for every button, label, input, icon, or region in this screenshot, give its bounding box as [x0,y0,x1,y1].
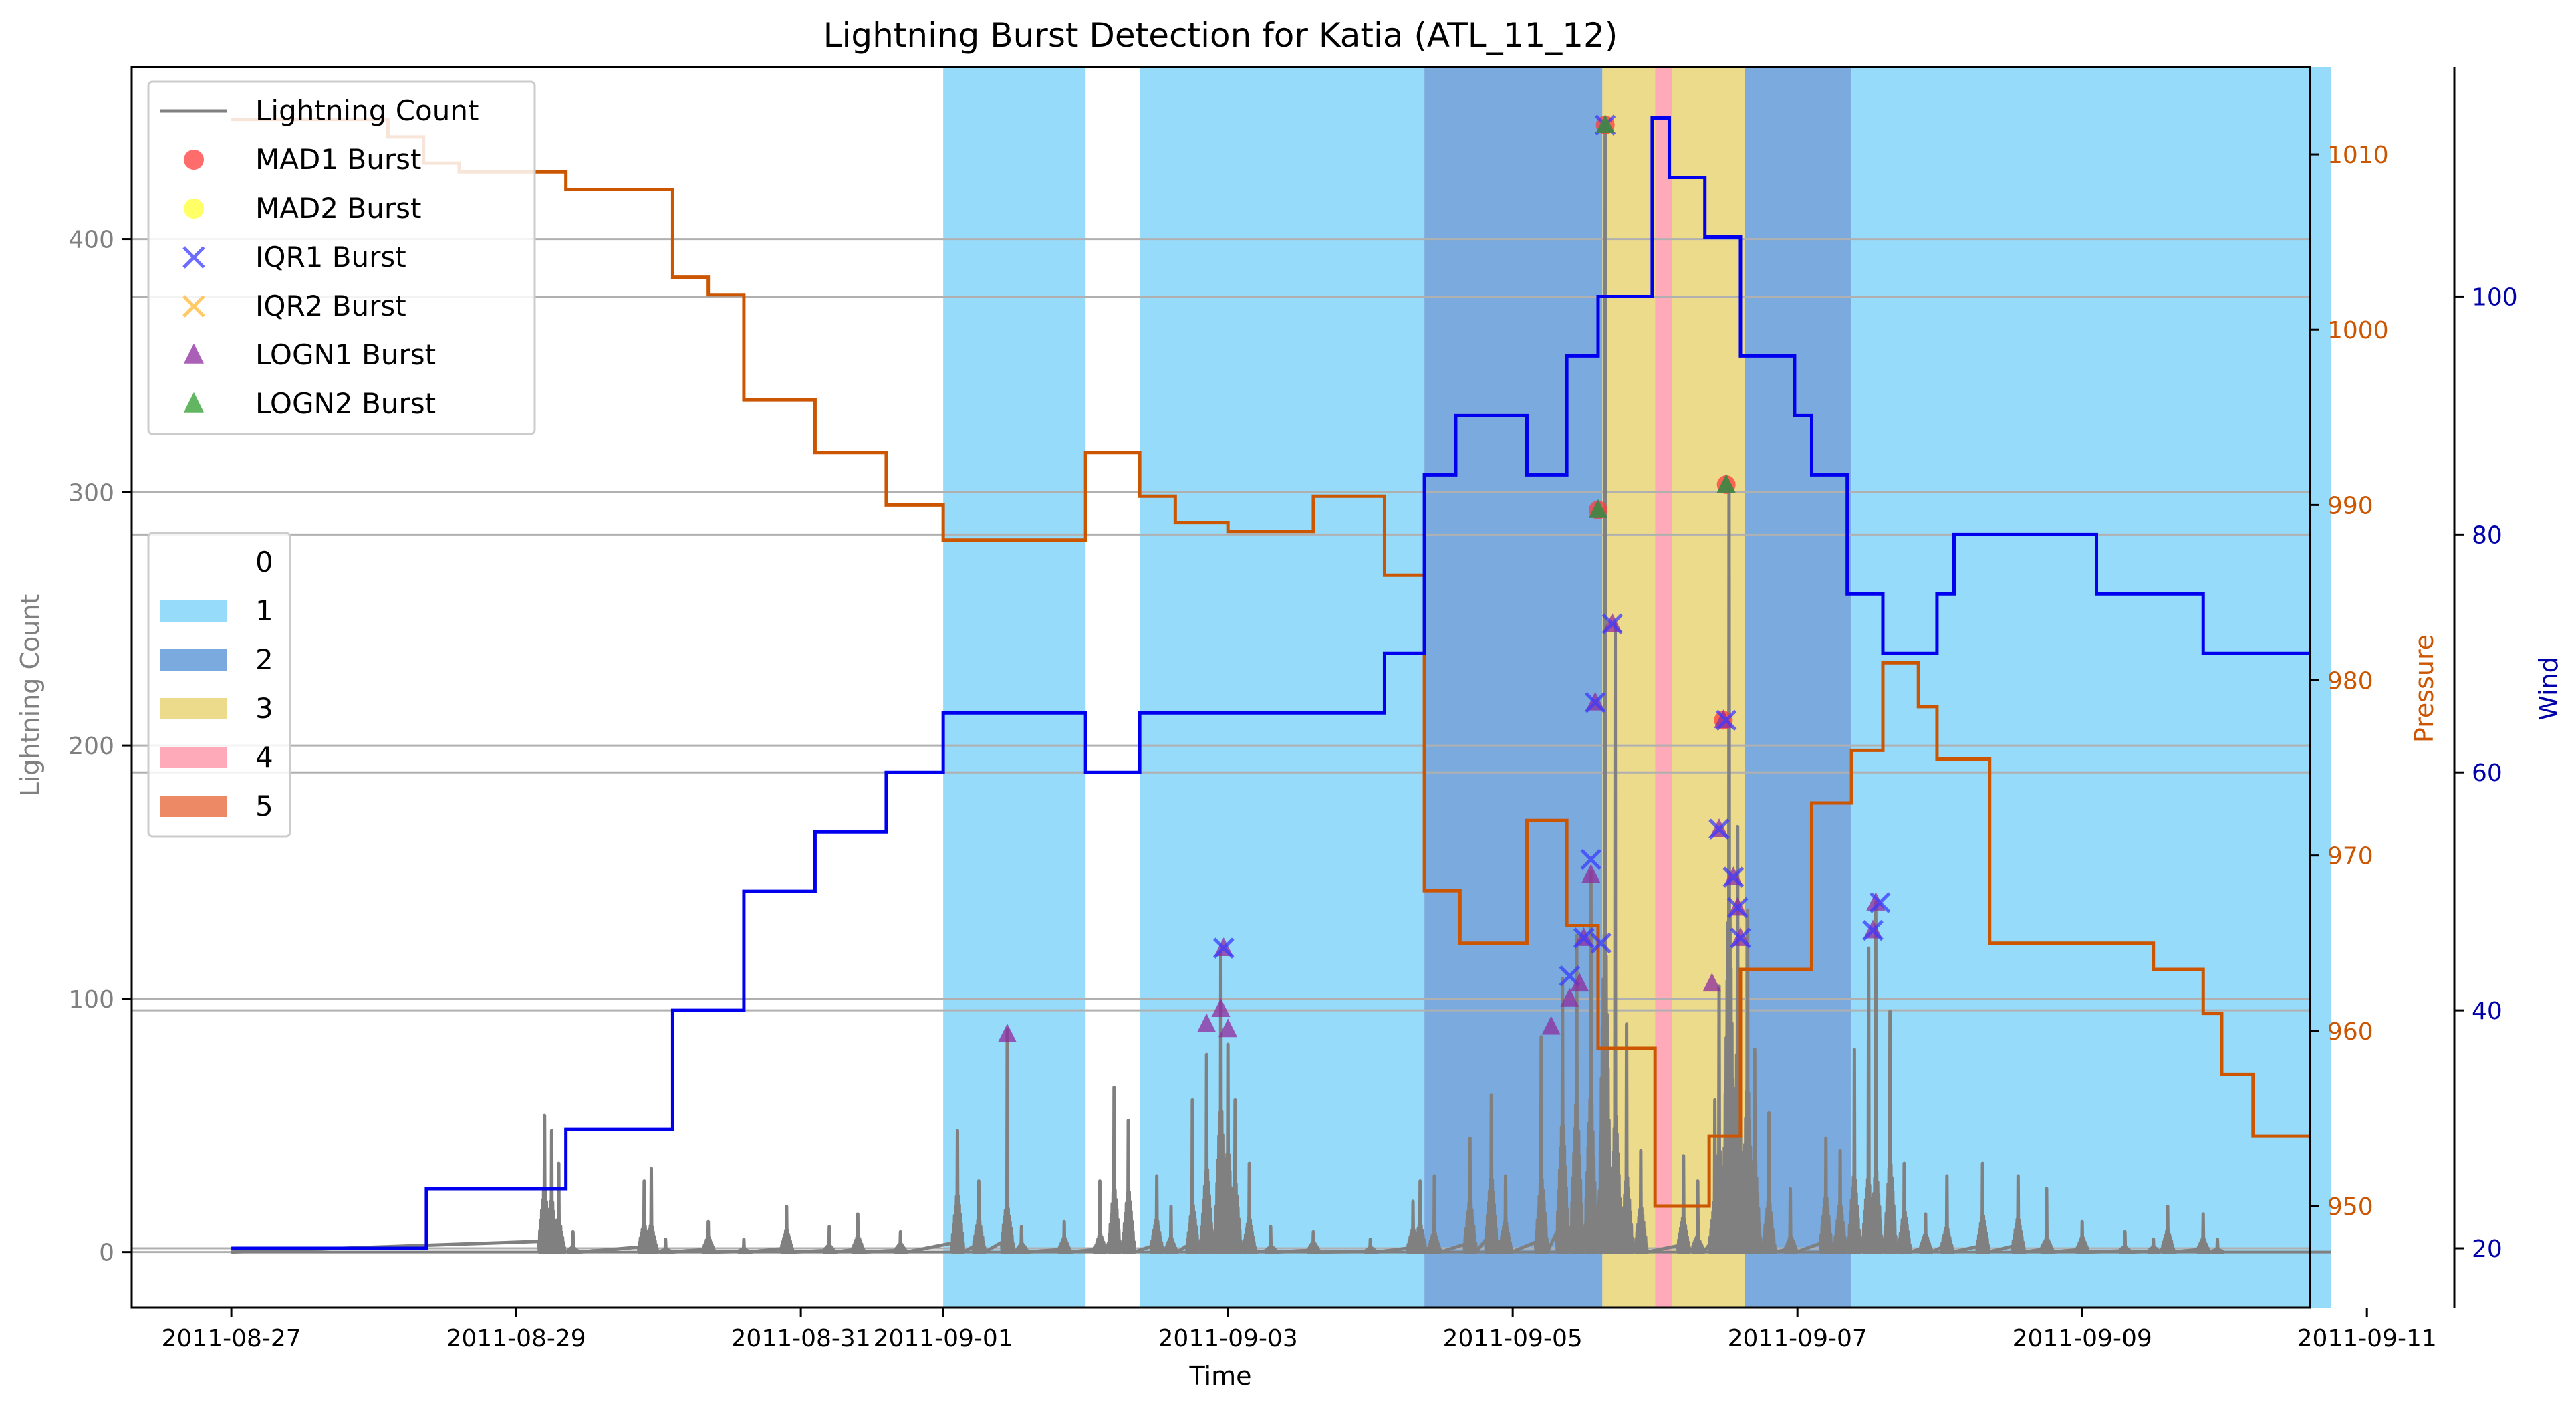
y-axis-label-wind: Wind [2534,657,2563,721]
legend-swatch-mad1 [184,150,204,170]
category-band-1 [1140,67,1424,1308]
x-tick-label: 2011-09-05 [1443,1325,1583,1353]
x-tick-label: 2011-08-29 [446,1325,586,1353]
x-axis-label: Time [1189,1361,1252,1391]
x-tick-label: 2011-09-11 [2297,1325,2437,1353]
legend-category-label: 1 [255,594,273,627]
legend-series-label: LOGN2 Burst [255,387,436,420]
y-pressure-tick-label: 990 [2327,492,2373,519]
category-band-2 [1745,67,1851,1308]
legend-category-swatch-2 [160,649,227,671]
category-band-4 [1655,67,1672,1308]
y-axis-label-left: Lightning Count [15,594,45,797]
y-left-tick-label: 0 [99,1240,114,1267]
category-band-1 [943,67,1085,1308]
x-tick-label: 2011-09-09 [2013,1325,2152,1353]
legend-series-label: MAD2 Burst [255,192,421,225]
legend-series-label: Lightning Count [255,94,479,127]
legend-category-swatch-4 [160,747,227,768]
legend-category-swatch-0 [160,552,227,573]
y-left-tick-label: 100 [68,986,114,1014]
legend-category-label: 4 [255,741,273,774]
legend-series-label: IQR2 Burst [255,289,406,322]
y-pressure-tick-label: 970 [2327,843,2373,870]
y-wind-tick-label: 60 [2472,759,2502,787]
legend-category-label: 3 [255,692,273,725]
y-wind-tick-label: 80 [2472,521,2502,549]
y-axis-label-pressure: Pressure [2410,634,2439,743]
chart-title: Lightning Burst Detection for Katia (ATL… [823,16,1618,55]
legend-swatch-mad2 [184,199,204,219]
legend-category-label: 5 [255,790,273,822]
x-tick-label: 2011-09-03 [1158,1325,1298,1353]
x-tick-label: 2011-08-31 [731,1325,871,1353]
y-wind-tick-label: 40 [2472,998,2502,1025]
y-left-tick-label: 200 [68,733,114,760]
legend-category-swatch-3 [160,698,227,719]
y-left-tick-label: 300 [68,479,114,507]
x-tick-label: 2011-08-27 [161,1325,301,1353]
legend-category-swatch-1 [160,600,227,622]
legend-series-label: MAD1 Burst [255,143,421,176]
legend-category-swatch-5 [160,796,227,817]
y-pressure-tick-label: 1010 [2327,142,2389,169]
y-pressure-tick-label: 950 [2327,1193,2373,1221]
y-wind-tick-label: 100 [2472,283,2518,311]
x-tick-label: 2011-09-07 [1728,1325,1867,1353]
legend-category-label: 0 [255,546,273,578]
legend-series-label: LOGN1 Burst [255,338,436,371]
y-wind-tick-label: 20 [2472,1236,2502,1263]
y-pressure-tick-label: 960 [2327,1018,2373,1046]
y-left-tick-label: 400 [68,227,114,254]
legend-categories: 0 1 2 3 4 5 [148,533,290,836]
legend-series-label: IQR1 Burst [255,241,406,273]
x-tick-label: 2011-09-01 [874,1325,1013,1353]
y-pressure-tick-label: 980 [2327,668,2373,695]
legend-series: Lightning Count MAD1 Burst MAD2 Burst IQR1 … [148,82,535,434]
y-pressure-tick-label: 1000 [2327,317,2389,344]
category-band-1 [1851,67,2331,1308]
category-bands [943,67,2331,1308]
legend-category-label: 2 [255,643,273,676]
